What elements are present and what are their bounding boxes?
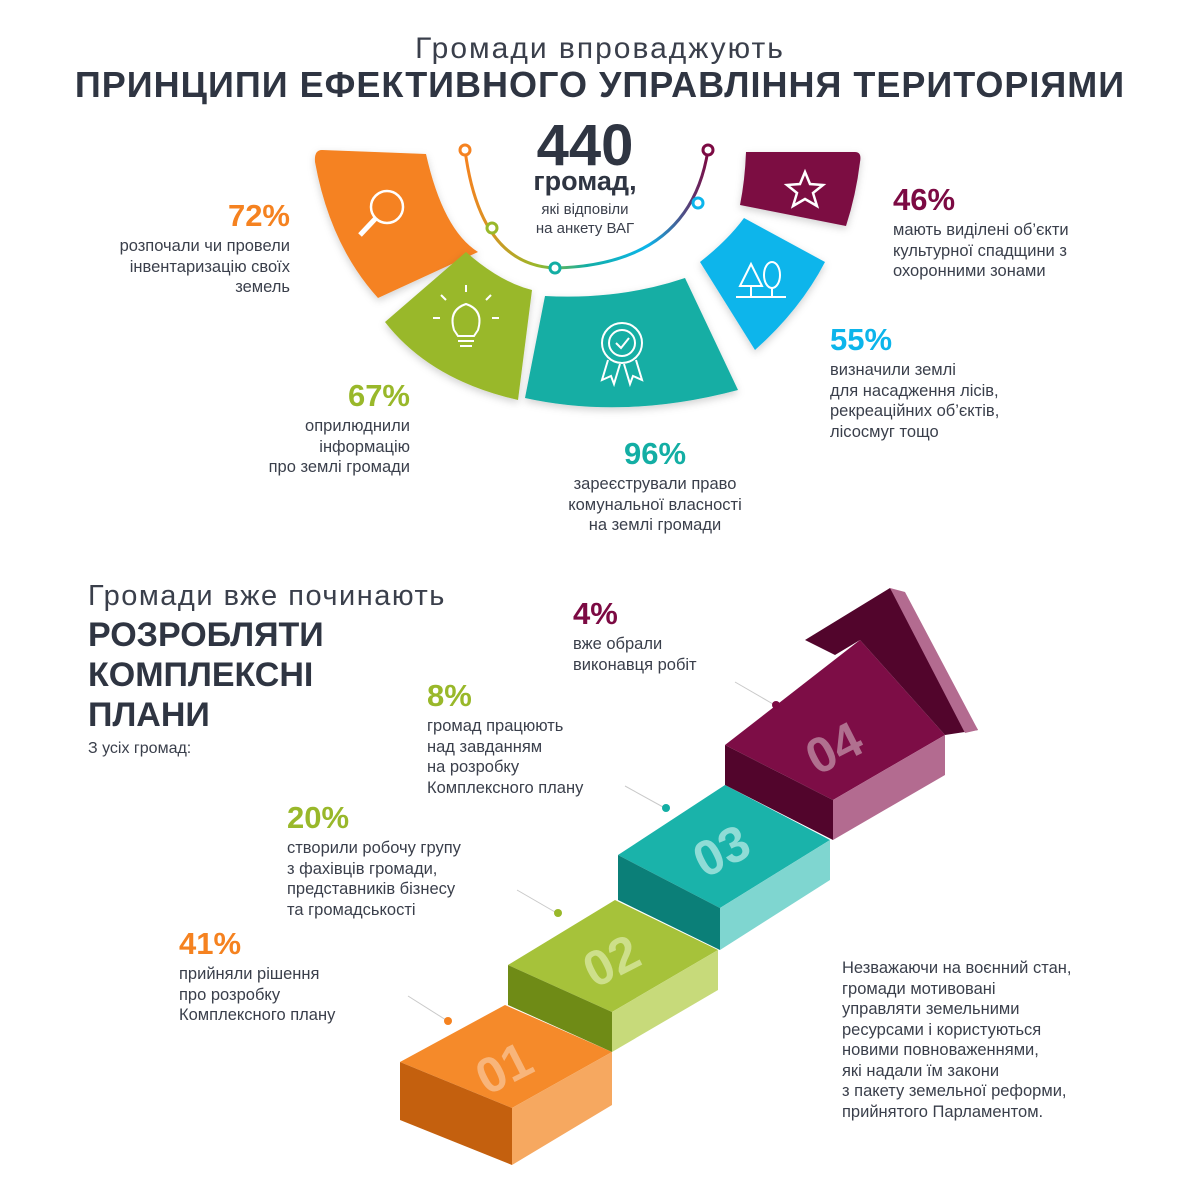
- principle-publish: 67% оприлюднили інформацію про землі гро…: [180, 378, 410, 478]
- award-badge-icon: [600, 322, 644, 388]
- leader-8: [624, 785, 664, 808]
- leader-41: [407, 995, 447, 1021]
- leader-8-dot: [662, 804, 670, 812]
- step-01-top: [400, 1005, 612, 1108]
- step-percent: 20%: [287, 800, 350, 835]
- lightbulb-icon: [433, 285, 499, 347]
- trees-icon: [736, 261, 786, 298]
- segment-orange: [314, 150, 478, 298]
- principle-percent: 96%: [623, 436, 687, 471]
- step-04-right: [833, 735, 945, 840]
- star-icon: [783, 168, 827, 209]
- section2-subtitle: Громади вже починають: [88, 580, 446, 612]
- arc-dot-purple: [701, 143, 715, 157]
- principle-description: визначили землі для насадження лісів, ре…: [830, 361, 1000, 441]
- principle-percent: 67%: [347, 378, 410, 413]
- arc-dot-teal: [548, 261, 562, 275]
- principle-percent: 46%: [893, 182, 956, 217]
- principle-percent: 55%: [830, 322, 893, 357]
- step-03-front: [618, 855, 720, 950]
- arrow-head-side: [890, 588, 978, 733]
- segment-green: [385, 252, 532, 400]
- step-03-right: [720, 840, 830, 950]
- segment-blue: [700, 218, 825, 350]
- total-number: 440: [536, 113, 634, 178]
- leader-4-dot: [772, 701, 780, 709]
- principle-heritage: 46% мають виділені об’єкти культурної сп…: [893, 182, 1153, 282]
- principle-description: оприлюднили інформацію про землі громади: [268, 417, 410, 476]
- step-01-front: [400, 1062, 512, 1165]
- footer-note: Незважаючи на воєнний стан, громади моти…: [842, 959, 1072, 1121]
- step-01-right: [512, 1052, 612, 1165]
- step-percent: 41%: [179, 926, 242, 961]
- section2-note: З усіх громад:: [88, 740, 192, 757]
- step-description: вже обрали виконавця робіт: [573, 635, 697, 674]
- step-description: громад працюють над завданням на розробк…: [427, 717, 584, 797]
- step-03-label: 8% громад працюють над завданням на розр…: [427, 678, 667, 798]
- arc-dot-orange: [458, 143, 472, 157]
- principle-register: 96% зареєстрували право комунальної влас…: [525, 436, 785, 536]
- step-04-front: [725, 745, 833, 840]
- principle-description: зареєстрували право комунальної власност…: [568, 475, 742, 534]
- segment-purple: [740, 152, 861, 226]
- step-01-label: 41% прийняли рішення про розробку Компле…: [179, 926, 419, 1026]
- leader-20-dot: [554, 909, 562, 917]
- step-description: створили робочу групу з фахівців громади…: [287, 839, 461, 919]
- total-unit: громад,: [533, 166, 637, 196]
- principle-description: мають виділені об’єкти культурної спадщи…: [893, 221, 1069, 280]
- leader-20: [516, 889, 556, 913]
- principle-description: розпочали чи провели інвентаризацію свої…: [119, 237, 290, 296]
- magnifier-icon: [358, 189, 405, 237]
- header-subtitle: Громади впроваджують: [415, 32, 785, 65]
- step-02-top: [508, 900, 718, 1012]
- principle-inventory: 72% розпочали чи провели інвентаризацію …: [60, 198, 290, 298]
- leader-4: [734, 681, 774, 705]
- header-title: ПРИНЦИПИ ЕФЕКТИВНОГО УПРАВЛІННЯ ТЕРИТОРІ…: [74, 64, 1126, 105]
- step-02-right: [612, 950, 718, 1052]
- step-04-top: [725, 640, 945, 800]
- step-03-top: [618, 785, 830, 908]
- step-percent: 8%: [427, 678, 472, 713]
- step-02-label: 20% створили робочу групу з фахівців гро…: [287, 800, 527, 920]
- staircase-diagram: [400, 588, 978, 1165]
- leader-41-dot: [444, 1017, 452, 1025]
- section2-title: РОЗРОБЛЯТИ КОМПЛЕКСНІ ПЛАНИ: [88, 616, 324, 734]
- total-description: які відповіли на анкету ВАГ: [535, 201, 635, 237]
- segment-teal: [525, 278, 738, 408]
- step-description: прийняли рішення про розробку Комплексно…: [179, 965, 336, 1024]
- principle-forest: 55% визначили землі для насадження лісів…: [830, 322, 1090, 442]
- step-02-front: [508, 965, 612, 1052]
- step-percent: 4%: [573, 596, 618, 631]
- arrow-head: [805, 588, 978, 735]
- arc-dot-blue: [691, 196, 705, 210]
- principle-percent: 72%: [227, 198, 290, 233]
- arc-dot-green: [485, 221, 499, 235]
- step-04-label: 4% вже обрали виконавця робіт: [573, 596, 813, 675]
